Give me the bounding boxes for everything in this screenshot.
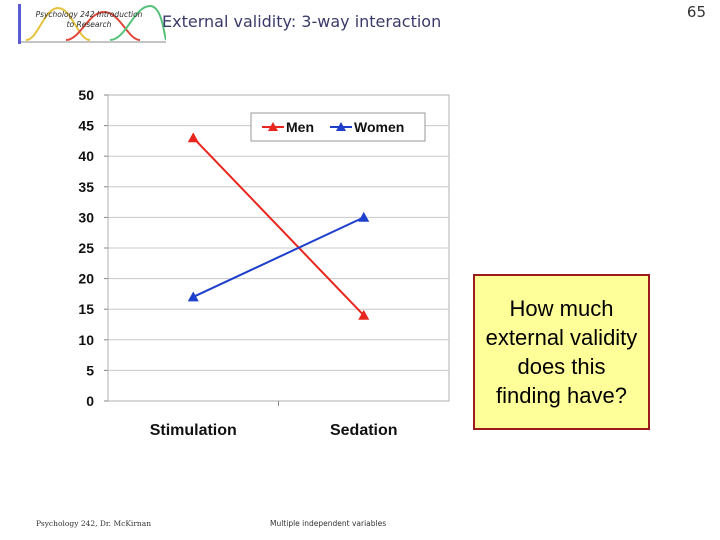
series-point-1-0 — [187, 291, 199, 302]
x-category-label: Sedation — [330, 422, 398, 439]
footer-topic: Multiple independent variables — [270, 519, 387, 528]
logo-curve-yellow — [25, 6, 91, 41]
course-logo: Psychology 242 Introduction to Research — [18, 4, 167, 44]
footer-course: Psychology 242, Dr. McKirnan — [36, 519, 152, 528]
series-line-1 — [192, 216, 365, 298]
y-tick-label: 15 — [78, 301, 94, 317]
series-line-0 — [192, 137, 365, 317]
logo-graphic — [18, 4, 167, 44]
y-tick-label: 30 — [78, 209, 94, 225]
x-axis-ticks: Stimulation Sedation — [150, 401, 398, 439]
y-tick-label: 35 — [78, 179, 94, 195]
y-tick-label: 45 — [78, 118, 94, 134]
question-callout: How much external validity does this fin… — [473, 274, 650, 430]
logo-curve-red — [65, 10, 141, 41]
legend-label-0: Men — [286, 119, 314, 135]
slide-number: 65 — [686, 3, 706, 21]
series-point-0-0 — [187, 132, 199, 143]
series-point-1-1 — [358, 211, 370, 222]
y-tick-label: 0 — [86, 393, 94, 409]
series-lines — [187, 132, 370, 320]
y-tick-label: 20 — [78, 271, 94, 287]
y-tick-label: 10 — [78, 332, 94, 348]
legend: Men Women — [250, 112, 426, 142]
y-tick-label: 5 — [86, 362, 94, 378]
y-axis-ticks: 0 5 10 15 20 25 30 35 40 45 50 — [78, 87, 108, 409]
legend-label-1: Women — [354, 119, 404, 135]
series-point-0-1 — [358, 309, 370, 320]
slide-title: External validity: 3-way interaction — [162, 12, 442, 31]
legend-marker-0 — [268, 122, 278, 131]
logo-text: Psychology 242 Introduction to Research — [35, 10, 143, 29]
x-category-label: Stimulation — [150, 422, 237, 439]
y-tick-label: 25 — [78, 240, 94, 256]
legend-marker-1 — [336, 122, 346, 131]
y-tick-label: 50 — [78, 87, 94, 103]
logo-bar — [18, 4, 21, 44]
logo-curve-green — [109, 4, 167, 41]
y-tick-label: 40 — [78, 148, 94, 164]
